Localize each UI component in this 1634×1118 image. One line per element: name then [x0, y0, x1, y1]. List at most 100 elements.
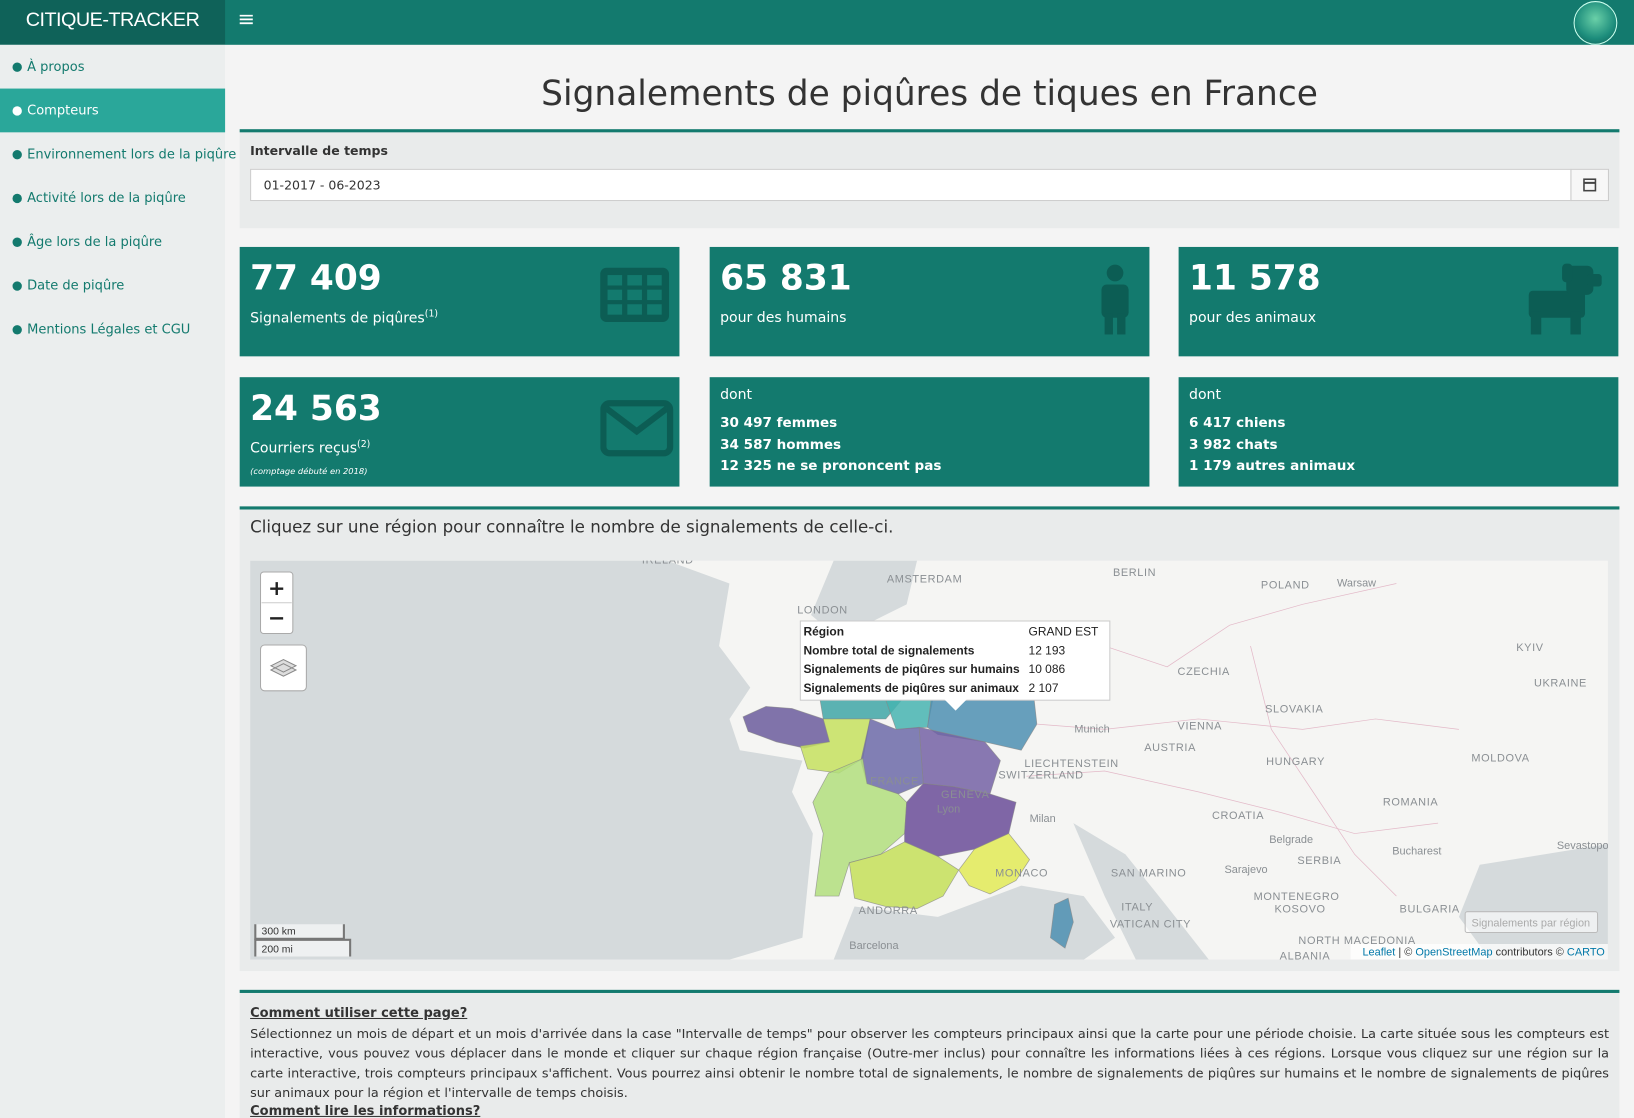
map-label: SERBIA — [1297, 855, 1341, 867]
map[interactable]: IRELAND AMSTERDAM BERLIN POLAND Warsaw L… — [250, 560, 1608, 960]
map-label: GENEVA — [941, 789, 990, 801]
page-title: Signalements de piqûres de tiques en Fra… — [541, 72, 1318, 114]
nav-item[interactable]: Environnement lors de la piqûre — [0, 132, 236, 176]
attr-link[interactable]: Leaflet — [1362, 946, 1395, 958]
map-label: NORTH MACEDONIA — [1298, 935, 1415, 947]
tooltip: Région GRAND EST Nombre total de signale… — [799, 620, 1111, 711]
region-paca[interactable] — [958, 833, 1031, 895]
card-note: (comptage débuté en 2018) — [250, 466, 368, 477]
attr-text: contributors © — [1496, 946, 1564, 958]
filter-label: Intervalle de temps — [250, 143, 388, 159]
card-line: 30 497 femmes — [720, 415, 838, 432]
legend-label: Signalements par région — [1472, 917, 1591, 929]
counter-card: 24 563 Courriers reçus(2) (comptage débu… — [239, 377, 680, 487]
nav-item[interactable]: Date de piqûre — [0, 264, 225, 308]
nav-item[interactable]: À propos — [0, 45, 225, 89]
card-line: 1 179 autres animaux — [1189, 458, 1356, 475]
logo-avatar[interactable] — [1573, 1, 1618, 45]
counter-card: 11 578 pour des animaux — [1178, 246, 1619, 357]
layers-control[interactable] — [260, 644, 307, 692]
card-icon — [600, 267, 670, 322]
map-label: KYIV — [1516, 642, 1544, 654]
sea — [250, 560, 813, 960]
map-label: ROMANIA — [1383, 796, 1439, 808]
map-label: ANDORRA — [859, 905, 918, 917]
nav-label: Environnement lors de la piqûre — [27, 145, 237, 162]
calendar-button[interactable] — [1570, 168, 1609, 202]
map-label: POLAND — [1261, 580, 1310, 592]
sea — [833, 885, 1116, 960]
card-footnote: (2) — [357, 439, 371, 451]
brand[interactable]: CITIQUE-TRACKER — [0, 0, 226, 45]
nav-icon — [12, 62, 22, 72]
card-number: 11 578 — [1189, 257, 1321, 298]
attr-text: | © — [1398, 946, 1412, 958]
map-label: Belgrade — [1269, 834, 1313, 846]
attr-link[interactable]: CARTO — [1567, 946, 1605, 958]
map-label: BERLIN — [1113, 567, 1156, 579]
date-range-input[interactable]: 01-2017 - 06-2023 — [250, 168, 1572, 202]
card-heading: dont — [1189, 386, 1222, 404]
nav-icon — [12, 281, 22, 291]
help-text: Sélectionnez un mois de départ et un moi… — [250, 1026, 1609, 1101]
card-number: 65 831 — [720, 257, 852, 298]
nav-label: Date de piqûre — [27, 277, 125, 293]
map-label: CZECHIA — [1178, 666, 1230, 678]
map-label: ALBANIA — [1280, 951, 1331, 960]
tooltip-value: 10 086 — [1029, 662, 1066, 676]
map-label: SLOVAKIA — [1265, 704, 1323, 716]
card-label-text: Courriers reçus — [250, 440, 358, 457]
nav-item[interactable]: Mentions Légales et CGU — [0, 307, 225, 351]
tooltip-key: Signalements de piqûres sur humains — [803, 662, 1020, 676]
attr-link[interactable]: OpenStreetMap — [1415, 946, 1492, 958]
card-label: Signalements de piqûres(1) — [250, 309, 438, 326]
menu-toggle[interactable]: ≡ — [237, 6, 256, 32]
tooltip-key: Signalements de piqûres sur animaux — [803, 681, 1019, 695]
card-icon — [600, 400, 674, 457]
map-label: LIECHTENSTEIN — [1024, 758, 1118, 770]
counter-card: 65 831 pour des humains — [709, 246, 1150, 357]
zoom-control: + − — [260, 571, 294, 635]
card-label-text: Signalements de piqûres — [250, 309, 425, 327]
nav-item[interactable]: Compteurs — [0, 88, 226, 133]
tooltip-box — [799, 620, 1111, 701]
layers-icon — [269, 658, 298, 677]
zoom-out[interactable]: − — [268, 606, 285, 630]
map-label: SAN MARINO — [1111, 867, 1187, 879]
scale-mi — [254, 938, 352, 957]
tooltip-key: Région — [803, 625, 844, 639]
nav-label: À propos — [27, 58, 85, 74]
map-label: MONACO — [995, 867, 1048, 879]
card-label: Courriers reçus(2) — [250, 440, 370, 457]
card-icon — [1528, 263, 1602, 335]
scale-label: 300 km — [262, 927, 296, 938]
map-label: Sarajevo — [1224, 864, 1267, 876]
tooltip-key: Nombre total de signalements — [803, 643, 974, 657]
map-label: Sevastopol — [1557, 840, 1608, 852]
map-label: CROATIA — [1212, 810, 1264, 822]
nav-icon — [12, 150, 22, 160]
tooltip-value: 12 193 — [1029, 643, 1066, 657]
nav-icon — [12, 325, 22, 335]
card-label: pour des animaux — [1189, 309, 1317, 327]
legend-box — [1464, 911, 1599, 934]
card-line: 34 587 hommes — [720, 437, 842, 454]
map-label: AUSTRIA — [1144, 742, 1196, 754]
region-corse[interactable] — [1050, 897, 1074, 949]
nav-item[interactable]: Activité lors de la piqûre — [0, 176, 225, 220]
detail-card: dont 30 497 femmes 34 587 hommes 12 325 … — [709, 377, 1150, 487]
map-label: Bucharest — [1392, 845, 1441, 857]
nav-label: Compteurs — [27, 102, 99, 118]
region-occitanie[interactable] — [848, 841, 960, 909]
nav-item[interactable]: Âge lors de la piqûre — [0, 220, 225, 264]
nav-icon — [12, 237, 22, 247]
zoom-in[interactable]: + — [268, 576, 285, 600]
scale-label: 200 mi — [262, 944, 293, 955]
nav-icon — [12, 193, 22, 204]
map-label: VATICAN CITY — [1110, 918, 1191, 930]
map-label: Barcelona — [849, 940, 899, 952]
calendar-icon — [1583, 178, 1597, 192]
detail-card: dont 6 417 chiens 3 982 chats 1 179 autr… — [1178, 377, 1619, 487]
